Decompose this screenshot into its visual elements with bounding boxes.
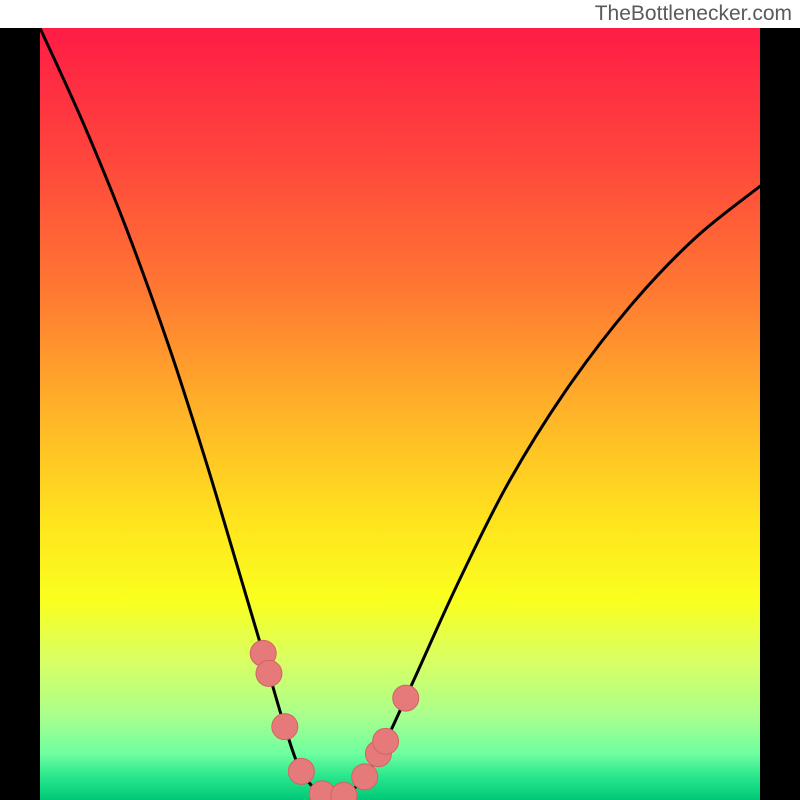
chart-svg	[0, 0, 800, 800]
data-point	[288, 758, 314, 784]
data-point	[272, 714, 298, 740]
data-point	[373, 728, 399, 754]
data-point	[393, 685, 419, 711]
data-point	[352, 764, 378, 790]
gradient-background	[40, 28, 760, 800]
attribution-text: TheBottlenecker.com	[595, 2, 792, 26]
chart-container: TheBottlenecker.com	[0, 0, 800, 800]
data-point	[256, 660, 282, 686]
